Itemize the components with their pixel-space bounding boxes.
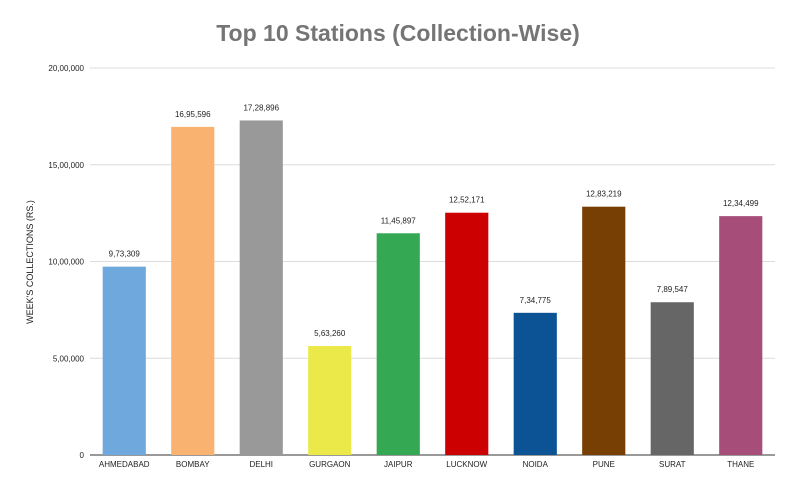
x-tick-label: NOIDA <box>523 460 549 469</box>
bar-jaipur <box>376 233 420 455</box>
bar-thane <box>719 216 763 455</box>
x-tick-label: GURGAON <box>309 460 351 469</box>
x-tick-label: LUCKNOW <box>446 460 487 469</box>
x-tick-label: DELHI <box>249 460 273 469</box>
data-label: 17,28,896 <box>243 103 279 112</box>
y-tick-label: 5,00,000 <box>53 354 85 363</box>
data-label: 12,52,171 <box>449 196 485 205</box>
labels: 0 5,00,000 10,00,000 15,00,000 20,00,000 9,73… <box>48 64 759 469</box>
x-tick-label: AHMEDABAD <box>99 460 150 469</box>
bar-gurgaon <box>308 346 352 455</box>
bars <box>102 120 763 456</box>
data-label: 12,83,219 <box>586 190 622 199</box>
data-label: 5,63,260 <box>314 329 346 338</box>
data-label: 11,45,897 <box>381 216 417 225</box>
data-label: 12,34,499 <box>723 199 759 208</box>
x-tick-label: JAIPUR <box>384 460 413 469</box>
x-tick-label: SURAT <box>659 460 686 469</box>
chart-title: Top 10 Stations (Collection-Wise) <box>216 20 580 46</box>
y-tick-label: 15,00,000 <box>48 161 84 170</box>
bar-surat <box>650 302 694 455</box>
x-tick-label: THANE <box>727 460 754 469</box>
bar-lucknow <box>445 212 489 455</box>
y-tick-label: 20,00,000 <box>48 64 84 73</box>
y-tick-label: 0 <box>80 451 85 460</box>
data-label: 9,73,309 <box>109 250 141 259</box>
data-label: 7,34,775 <box>520 296 552 305</box>
data-label: 7,89,547 <box>657 285 689 294</box>
bar-delhi <box>239 120 283 456</box>
y-axis-title: WEEK'S COLLECTIONS (RS.) <box>25 200 35 324</box>
bar-ahmedabad <box>102 266 146 455</box>
x-tick-label: BOMBAY <box>176 460 210 469</box>
data-label: 16,95,596 <box>175 110 211 119</box>
bar-bombay <box>171 126 215 456</box>
y-tick-label: 10,00,000 <box>48 258 84 267</box>
x-tick-label: PUNE <box>593 460 615 469</box>
bar-noida <box>513 312 557 455</box>
bar-pune <box>582 206 626 455</box>
